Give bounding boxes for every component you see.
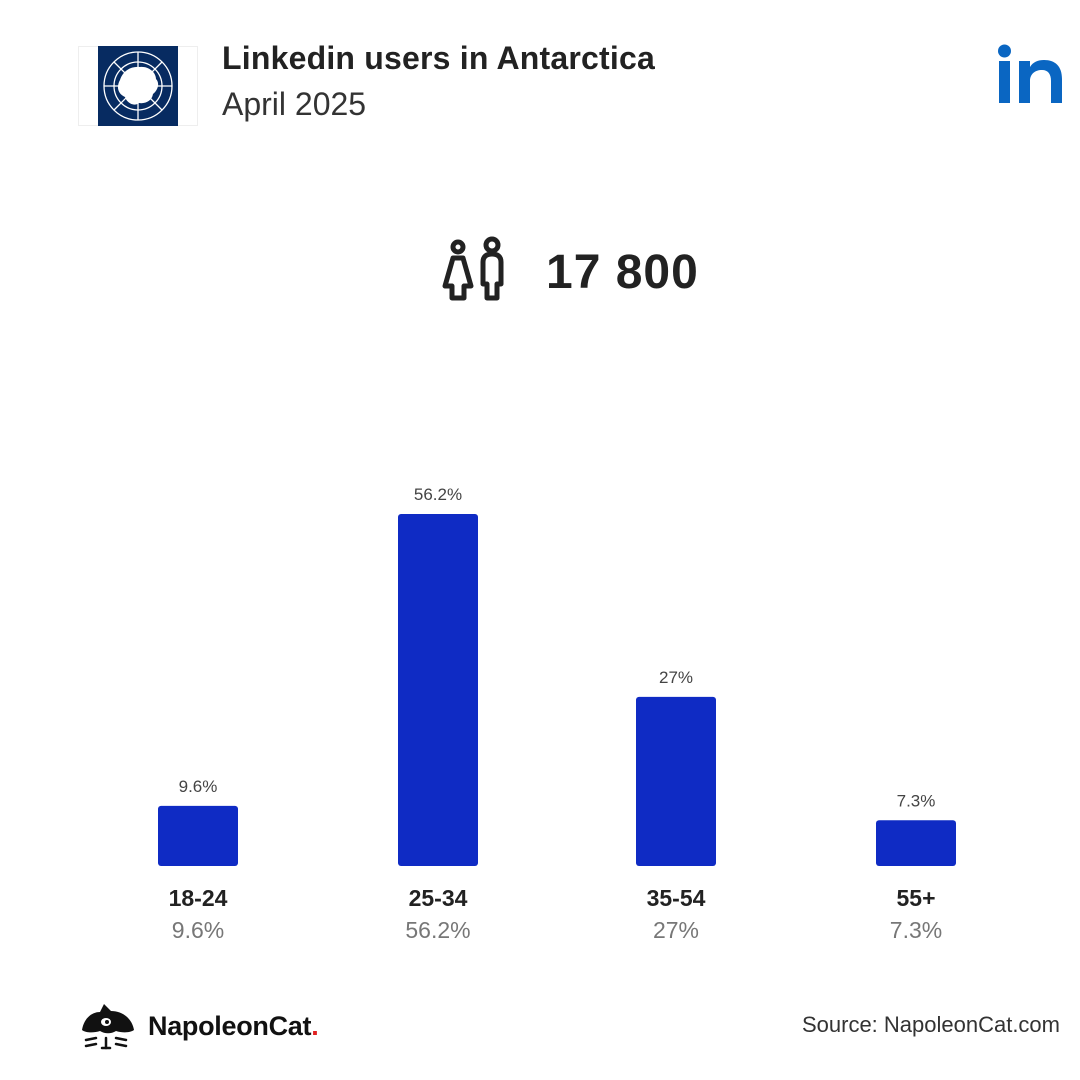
bar-18-24 bbox=[158, 805, 238, 866]
brand-dot: . bbox=[311, 1010, 319, 1041]
antarctica-flag-icon bbox=[98, 46, 178, 126]
users-icon bbox=[442, 236, 504, 301]
napoleoncat-logo-icon bbox=[82, 1004, 134, 1050]
source-note: Source: NapoleonCat.com bbox=[801, 1012, 1060, 1037]
bar-55+ bbox=[876, 820, 956, 866]
brand-name: NapoleonCat. bbox=[148, 1010, 319, 1042]
category-label: 18-24 bbox=[169, 885, 228, 911]
linkedin-logo-icon bbox=[998, 44, 1062, 103]
brand-name-text: NapoleonCat bbox=[148, 1010, 312, 1041]
bar-value-label: 9.6% bbox=[179, 777, 218, 796]
category-value-label: 56.2% bbox=[405, 917, 470, 943]
category-label: 25-34 bbox=[409, 885, 468, 911]
bar-35-54 bbox=[636, 696, 716, 866]
bar-value-label: 7.3% bbox=[897, 791, 936, 810]
brand: NapoleonCat. bbox=[78, 1000, 319, 1052]
bar-25-34 bbox=[398, 514, 478, 866]
bar-value-label: 27% bbox=[659, 668, 693, 687]
country-flag bbox=[78, 46, 198, 126]
category-label: 35-54 bbox=[647, 885, 706, 911]
bar-value-label: 56.2% bbox=[414, 485, 462, 504]
category-value-label: 9.6% bbox=[172, 917, 224, 943]
page-title: Linkedin users in Antarctica bbox=[222, 40, 655, 76]
page-subtitle: April 2025 bbox=[222, 86, 367, 122]
total-users: 17 800 bbox=[440, 236, 699, 308]
category-value-label: 27% bbox=[653, 917, 699, 943]
category-value-label: 7.3% bbox=[890, 917, 942, 943]
category-label: 55+ bbox=[896, 885, 935, 911]
total-users-value: 17 800 bbox=[546, 245, 699, 299]
